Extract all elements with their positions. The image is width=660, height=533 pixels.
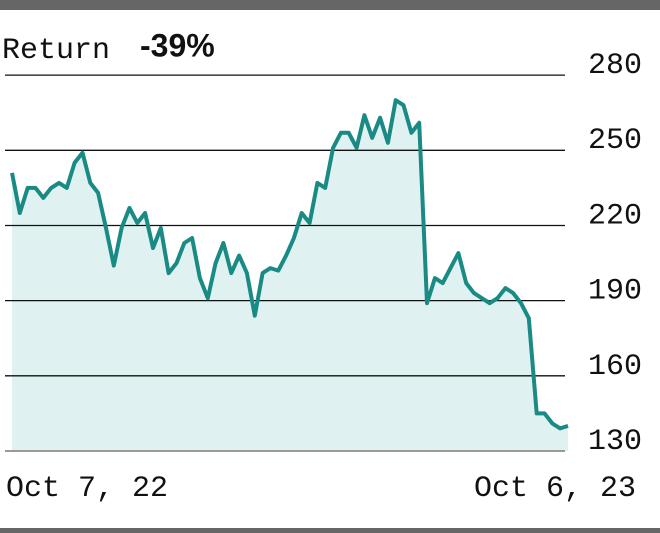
plot <box>5 74 569 452</box>
y-tick-label: 130 <box>588 425 642 459</box>
y-tick-label: 160 <box>588 350 642 384</box>
line <box>10 98 569 431</box>
x-tick-label: Oct 6, 23 <box>474 472 636 506</box>
chart-title: Return <box>2 34 110 68</box>
y-tick-label: 190 <box>588 275 642 309</box>
annotation: -39% <box>140 27 215 63</box>
y-tick-label: 280 <box>588 49 642 83</box>
x-tick-label: Oct 7, 22 <box>6 472 168 506</box>
y-tick-label: 220 <box>588 199 642 233</box>
y-tick-label: 250 <box>588 124 642 158</box>
area <box>12 100 568 451</box>
bottom-bar <box>0 528 660 533</box>
top-bar <box>0 0 660 10</box>
